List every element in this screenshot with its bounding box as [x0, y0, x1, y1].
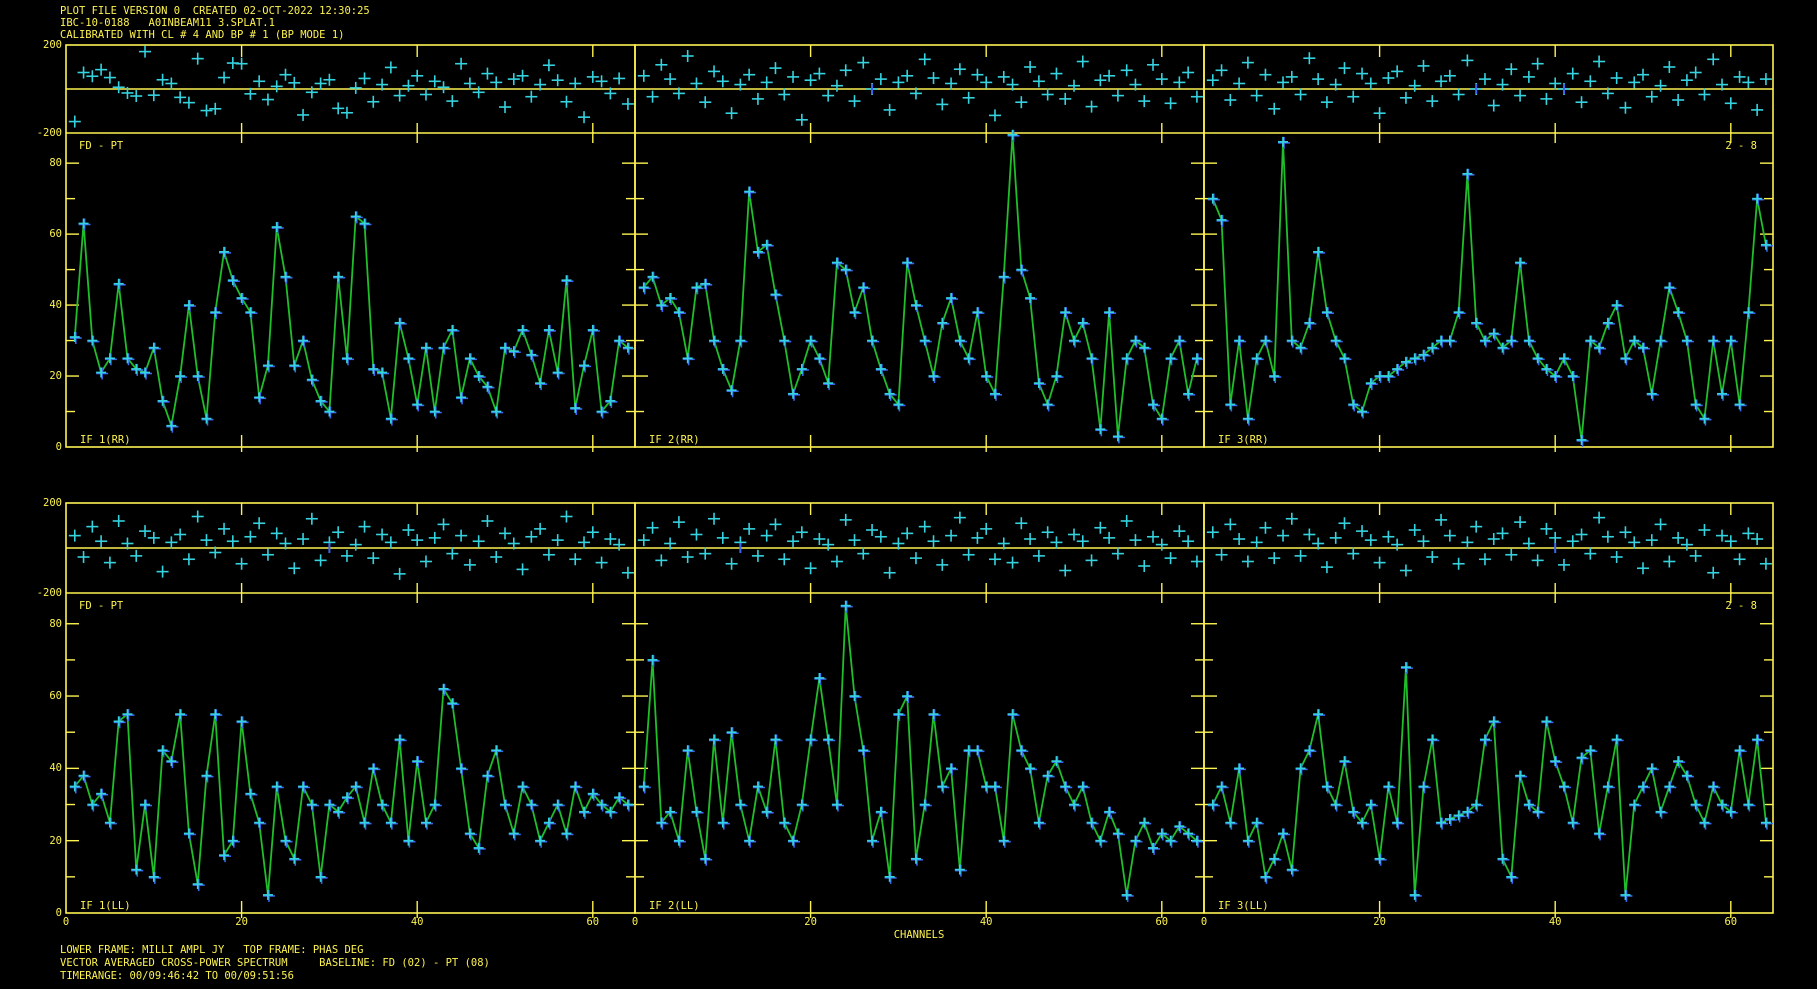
amplitude-trace [1211, 667, 1767, 896]
amplitude-trace [73, 214, 629, 430]
header-line-2: IBC-10-0188 A0INBEAM11 3.SPLAT.1 [60, 17, 275, 29]
phase-tick-label: -200 [36, 127, 62, 139]
panel-frame [634, 502, 1205, 914]
amplitude-trace [1211, 141, 1767, 441]
x-tick-label: 40 [979, 916, 993, 928]
amp-tick-label: 40 [49, 762, 62, 775]
x-tick-label: 60 [1724, 916, 1738, 928]
panel-label: IF 1(RR) [80, 434, 131, 446]
amplitude-trace [643, 134, 1198, 437]
x-tick-label: 40 [1548, 916, 1562, 928]
panel-frame [1203, 44, 1774, 448]
x-tick-label: 20 [235, 916, 248, 928]
footer-line-2: VECTOR AVERAGED CROSS-POWER SPECTRUM BAS… [60, 957, 490, 969]
x-axis-title: CHANNELS [893, 929, 945, 941]
amp-tick-label: 20 [49, 834, 62, 847]
footer-line-3: TIMERANGE: 00/09:46:42 TO 00/09:51:56 [60, 970, 294, 982]
panel-label: IF 2(RR) [649, 434, 700, 446]
amp-tick-label: 0 [55, 441, 62, 453]
panel-label: IF 3(LL) [1218, 900, 1269, 912]
header-line-1: PLOT FILE VERSION 0 CREATED 02-OCT-2022 … [60, 5, 370, 17]
header-line-3: CALIBRATED WITH CL # 4 AND BP # 1 (BP MO… [60, 29, 345, 41]
footer-line-1: LOWER FRAME: MILLI AMPL JY TOP FRAME: PH… [60, 944, 364, 956]
amp-tick-label: 80 [49, 617, 62, 630]
amp-tick-label: 80 [49, 157, 62, 170]
amp-tick-label: 20 [49, 370, 62, 383]
subarray-label: 2 - 8 [1725, 140, 1757, 152]
panel-label: IF 1(LL) [80, 900, 131, 912]
x-tick-label: 40 [410, 916, 424, 928]
panel-frame [634, 44, 1205, 448]
amplitude-trace [74, 685, 629, 896]
phase-tick-label: -200 [36, 587, 62, 599]
phase-tick-label: 200 [43, 497, 62, 509]
amp-tick-label: 60 [49, 690, 62, 703]
baseline-label: FD - PT [79, 600, 124, 612]
x-tick-label: 20 [804, 916, 817, 928]
x-tick-label: 0 [631, 916, 639, 928]
amp-tick-label: 0 [55, 907, 62, 919]
panel-label: IF 3(RR) [1218, 434, 1269, 446]
baseline-label: FD - PT [79, 140, 124, 152]
panel-frame [1203, 502, 1774, 914]
amp-tick-label: 60 [49, 228, 62, 241]
x-tick-label: 60 [1155, 916, 1169, 928]
x-tick-label: 60 [586, 916, 600, 928]
phase-tick-label: 200 [43, 39, 62, 51]
amplitude-trace [642, 605, 1198, 896]
x-tick-label: 0 [1200, 916, 1208, 928]
x-tick-label: 20 [1373, 916, 1386, 928]
x-tick-label: 0 [62, 916, 70, 928]
subarray-label: 2 - 8 [1725, 600, 1757, 612]
panel-label: IF 2(LL) [649, 900, 700, 912]
panel-frame [65, 44, 636, 448]
amp-tick-label: 40 [49, 299, 62, 312]
